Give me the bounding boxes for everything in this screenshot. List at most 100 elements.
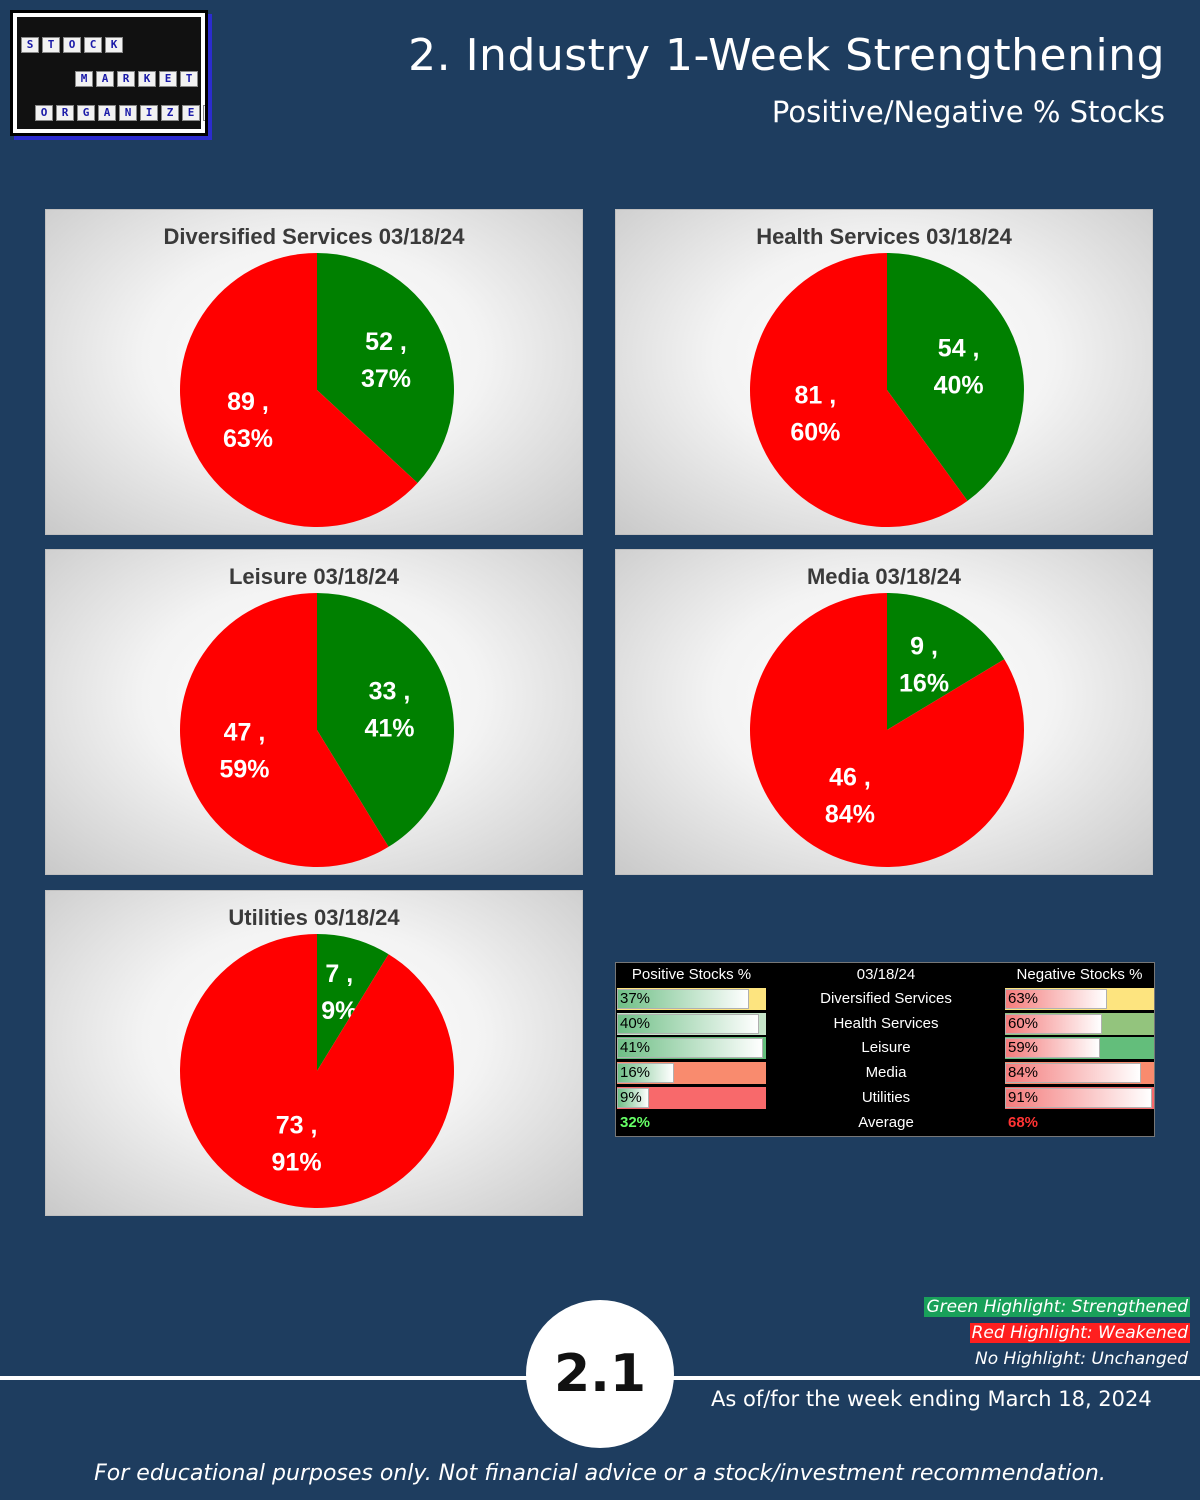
table-row: 37% Diversified Services 63% [616,987,1154,1011]
pie-label-positive-count: 54 , [938,335,980,363]
page-subtitle: Positive/Negative % Stocks [771,95,1165,129]
logo-letter: K [105,37,123,53]
logo-letter: R [203,105,205,121]
logo-letter: Z [161,105,179,121]
positive-value: 9% [620,1088,642,1106]
pie-label-negative-count: 89 , [227,388,269,416]
industry-name: Media [865,1064,907,1082]
chart-title: Leisure 03/18/24 [228,564,399,589]
table-row: 9% Utilities 91% [616,1086,1154,1110]
average-negative: 68% [1005,1112,1154,1134]
negative-value: 63% [1008,990,1039,1007]
pie-label-negative-count: 81 , [794,381,836,409]
industry-name: Leisure [861,1039,911,1057]
header-negative: Negative Stocks % [1016,966,1143,983]
negative-value: 91% [1008,1088,1039,1106]
logo-letter: T [180,71,198,87]
pie-label-positive-percent: 37% [361,365,411,393]
logo-letter: A [96,71,114,87]
pie-slice-positive [887,593,1005,730]
logo-letter: K [138,71,156,87]
negative-data-bar [1005,1087,1152,1108]
chart-title: Utilities 03/18/24 [228,905,400,930]
header-positive: Positive Stocks % [631,966,752,983]
legend-unchanged: No Highlight: Unchanged [975,1349,1188,1369]
negative-data-bar [1005,989,1107,1009]
pie-chart: 7 ,9%73 ,91% [180,934,455,1208]
average-negative-value: 68% [1008,1114,1039,1131]
logo-letter: A [98,105,116,121]
positive-cell: 40% [617,1012,766,1035]
chart-title: Media 03/18/24 [806,564,962,589]
positive-data-bar [617,1013,760,1034]
chart-title: Diversified Services 03/18/24 [163,224,465,249]
pie-chart: 52 , 37% 89 , 63% [180,253,454,527]
pie-card-utilities: Utilities 03/18/24 7 , 9% 73 , 91% [45,890,583,1216]
positive-value: 37% [620,990,651,1007]
average-positive-value: 32% [620,1114,651,1131]
legend-weakened: Red Highlight: Weakened [969,1323,1190,1343]
logo-letter: M [75,71,93,87]
pie-label-positive-count: 33 , [369,678,411,706]
pie-slice-negative [750,593,1024,867]
pie-slice-positive [317,593,454,847]
negative-value: 60% [1008,1014,1039,1032]
industry-name: Health Services [833,1014,939,1032]
logo-row-organizer: ORGANIZER [35,105,205,121]
table-row: 41% Leisure 59% [616,1036,1154,1060]
pie-label-positive-percent: 16% [899,669,949,697]
logo-letter: R [56,105,74,121]
logo-letter: E [182,105,200,121]
pie-slice-negative [749,253,968,527]
negative-cell: 63% [1005,988,1154,1010]
positive-value: 41% [620,1039,651,1057]
disclaimer: For educational purposes only. Not finan… [94,1461,1106,1486]
positive-cell: 37% [617,988,766,1010]
pie-card-health-services: Health Services 03/18/24 54 , 40% 81 , 60% [615,209,1153,535]
pie-slice-negative [180,253,418,527]
table-average-row: 32% Average 68% [616,1111,1154,1135]
pie-label-negative-count: 73 , [276,1112,318,1140]
logo-letter: N [119,105,137,121]
negative-data-bar [1005,1063,1141,1084]
average-positive: 32% [617,1112,766,1134]
logo-letter: I [140,105,158,121]
positive-cell: 9% [617,1086,766,1109]
positive-data-bar [617,989,749,1009]
legend-strengthened: Green Highlight: Strengthened [924,1297,1190,1317]
pie-label-positive-count: 7 , [325,960,353,988]
pie-chart: 9 , 16% 46 , 84% [750,593,1024,867]
summary-table: Positive Stocks % 03/18/24 Negative Stoc… [615,962,1155,1137]
negative-value: 59% [1008,1039,1039,1057]
pie-label-negative-count: 47 , [224,718,266,746]
pie-chart: 54 , 40% 81 , 60% [749,253,1024,527]
negative-cell: 84% [1005,1062,1154,1085]
industry-name: Utilities [861,1088,911,1106]
pie-card-media: Media 03/18/24 9 , 16% 46 , 84% [615,549,1153,875]
logo-letter: C [84,37,102,53]
pie-label-positive-count: 9 , [910,632,938,660]
page-number-badge: 2.1 [526,1300,674,1448]
industry-name: Diversified Services [820,990,952,1007]
header-date: 03/18/24 [856,966,916,983]
as-of-date: As of/for the week ending March 18, 2024 [711,1387,1152,1411]
page-title: 2. Industry 1-Week Strengthening [408,30,1165,81]
logo-letter: E [159,71,177,87]
positive-value: 16% [620,1064,651,1082]
table-header-row: Positive Stocks % 03/18/24 Negative Stoc… [616,963,1154,987]
pie-chart: 33 , 41% 47 , 59% [179,593,454,867]
pie-slice-positive [317,934,389,1071]
pie-label-positive-percent: 40% [934,372,984,400]
negative-cell: 91% [1005,1086,1154,1109]
logo-letter: O [35,105,53,121]
pie-slice-negative [179,593,389,867]
negative-data-bar [1005,1038,1101,1059]
positive-data-bar [617,1087,650,1108]
pie-label-negative-percent: 59% [219,755,269,783]
pie-label-negative-percent: 63% [223,425,273,453]
table-row: 16% Media 84% [616,1061,1154,1085]
positive-data-bar [617,1063,674,1084]
pie-label-negative-count: 46 , [829,764,871,792]
